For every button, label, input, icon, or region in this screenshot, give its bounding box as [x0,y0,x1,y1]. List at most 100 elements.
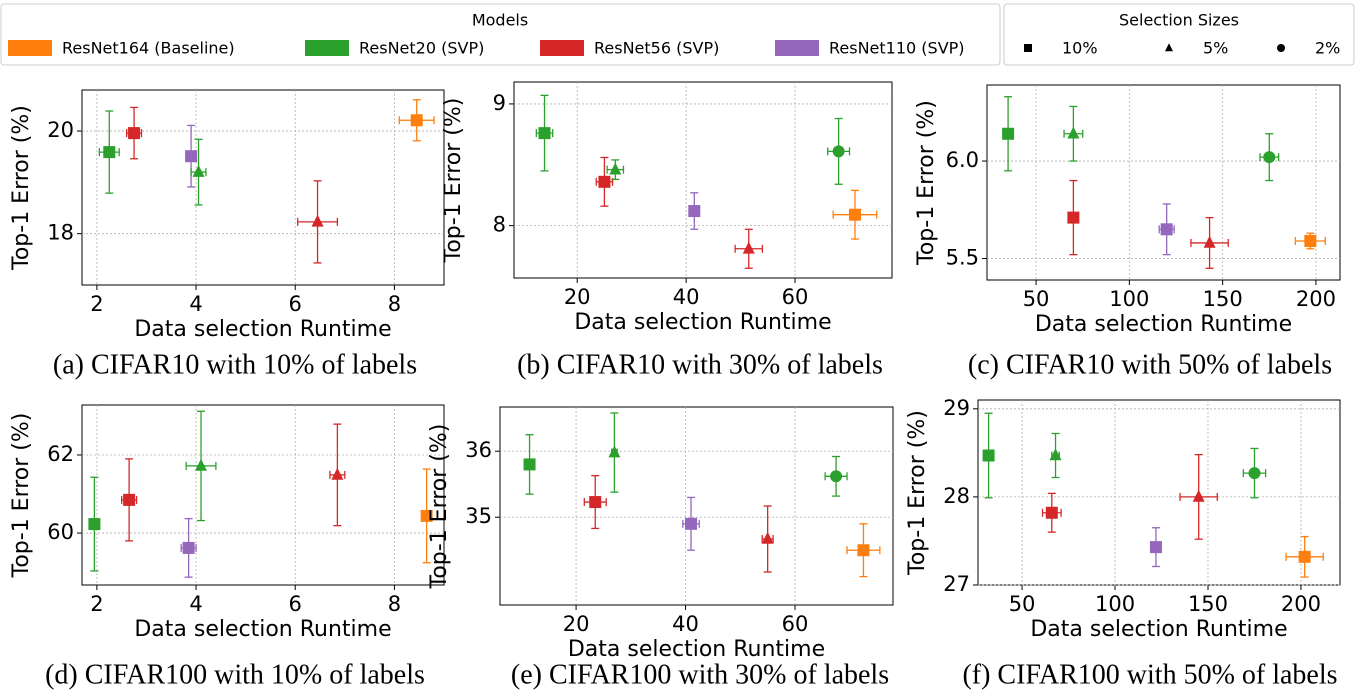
x-tick-label: 200 [1281,592,1321,616]
plot-area [81,89,445,286]
x-axis-label: Data selection Runtime [568,637,825,662]
y-tick-label: 36 [465,438,492,462]
marker-square [523,458,536,471]
x-axis-label: Data selection Runtime [134,317,391,342]
legend-box [1003,3,1355,66]
y-tick-label: 27 [943,572,970,596]
y-axis-label: Top-1 Error (%) [9,413,34,579]
legend-label: 10% [1062,39,1098,58]
caption: (f) CIFAR100 with 50% of labels [962,659,1337,690]
y-tick-label: 18 [47,221,74,245]
marker-square [88,518,101,531]
marker-square [848,208,861,221]
x-tick-label: 60 [782,285,809,309]
marker-triangle [192,164,205,177]
y-axis-label: Top-1 Error (%) [427,424,452,590]
marker-circle [832,145,845,158]
legend-label: 2% [1315,39,1340,58]
legend-title: Selection Sizes [1119,11,1239,30]
marker-triangle [608,445,621,458]
y-tick-label: 6.0 [946,148,979,172]
marker-circle [1277,44,1285,52]
x-tick-label: 50 [1009,592,1036,616]
plot-area [499,406,894,606]
caption: (d) CIFAR100 with 10% of labels [45,659,425,690]
marker-triangle [742,241,755,254]
marker-square [420,509,433,522]
x-tick-label: 40 [673,285,700,309]
marker-triangle [311,214,324,227]
y-tick-label: 9 [493,91,506,115]
legend-swatch [540,40,584,56]
plot-area [81,404,445,586]
marker-triangle [331,467,344,480]
marker-triangle [1049,448,1062,461]
x-tick-label: 2 [90,292,103,316]
x-tick-label: 40 [672,612,699,636]
marker-square [128,127,141,140]
y-axis-label: Top-1 Error (%) [905,410,930,576]
x-tick-label: 100 [1095,592,1135,616]
x-axis-label: Data selection Runtime [1030,617,1287,642]
x-tick-label: 6 [289,292,302,316]
x-axis-label: Data selection Runtime [574,310,831,335]
x-tick-label: 4 [189,592,202,616]
plot-area [986,84,1341,281]
marker-circle [1263,151,1276,164]
x-tick-label: 200 [1296,287,1336,311]
marker-square [1024,44,1032,52]
marker-square [1304,235,1317,247]
x-tick-label: 2 [90,592,103,616]
x-tick-label: 150 [1203,287,1243,311]
marker-square [103,146,116,159]
x-tick-label: 60 [782,612,809,636]
marker-square [598,175,611,188]
legend-label: ResNet110 (SVP) [829,39,965,58]
y-tick-label: 20 [47,118,74,142]
marker-triangle [1067,126,1080,139]
x-axis-label: Data selection Runtime [1035,312,1292,337]
marker-triangle [1192,489,1205,502]
x-tick-label: 20 [563,612,590,636]
x-tick-label: 8 [388,292,401,316]
marker-square [857,544,870,557]
x-tick-label: 4 [189,292,202,316]
legend-box [0,3,1001,66]
y-tick-label: 62 [47,442,74,466]
x-tick-label: 6 [289,592,302,616]
legend-title: Models [472,11,528,30]
y-tick-label: 29 [943,396,970,420]
y-tick-label: 28 [943,484,970,508]
marker-square [1298,550,1311,563]
marker-square [410,114,423,127]
marker-triangle [1203,235,1216,248]
marker-triangle [1165,43,1173,52]
caption: (e) CIFAR100 with 30% of labels [511,659,889,690]
marker-triangle [761,531,774,544]
plot-area [513,81,893,279]
caption: (c) CIFAR10 with 50% of labels [968,349,1332,380]
x-tick-label: 50 [1023,287,1050,311]
marker-triangle [609,162,622,175]
marker-square [182,541,195,554]
legend-swatch [8,40,52,56]
legend-label: 5% [1203,39,1228,58]
legend-label: ResNet56 (SVP) [594,39,719,58]
marker-square [538,127,551,140]
x-tick-label: 150 [1188,592,1228,616]
marker-square [185,150,198,163]
marker-circle [1248,467,1261,480]
y-tick-label: 35 [465,504,492,528]
x-tick-label: 8 [388,592,401,616]
y-tick-label: 5.5 [946,246,979,270]
legend-swatch [775,40,819,56]
marker-square [1149,541,1162,554]
y-axis-label: Top-1 Error (%) [914,100,939,266]
marker-square [688,205,701,218]
caption: (b) CIFAR10 with 30% of labels [517,349,883,380]
marker-triangle [195,458,208,471]
marker-square [1067,211,1080,224]
legend-swatch [305,40,349,56]
marker-square [1160,223,1173,236]
